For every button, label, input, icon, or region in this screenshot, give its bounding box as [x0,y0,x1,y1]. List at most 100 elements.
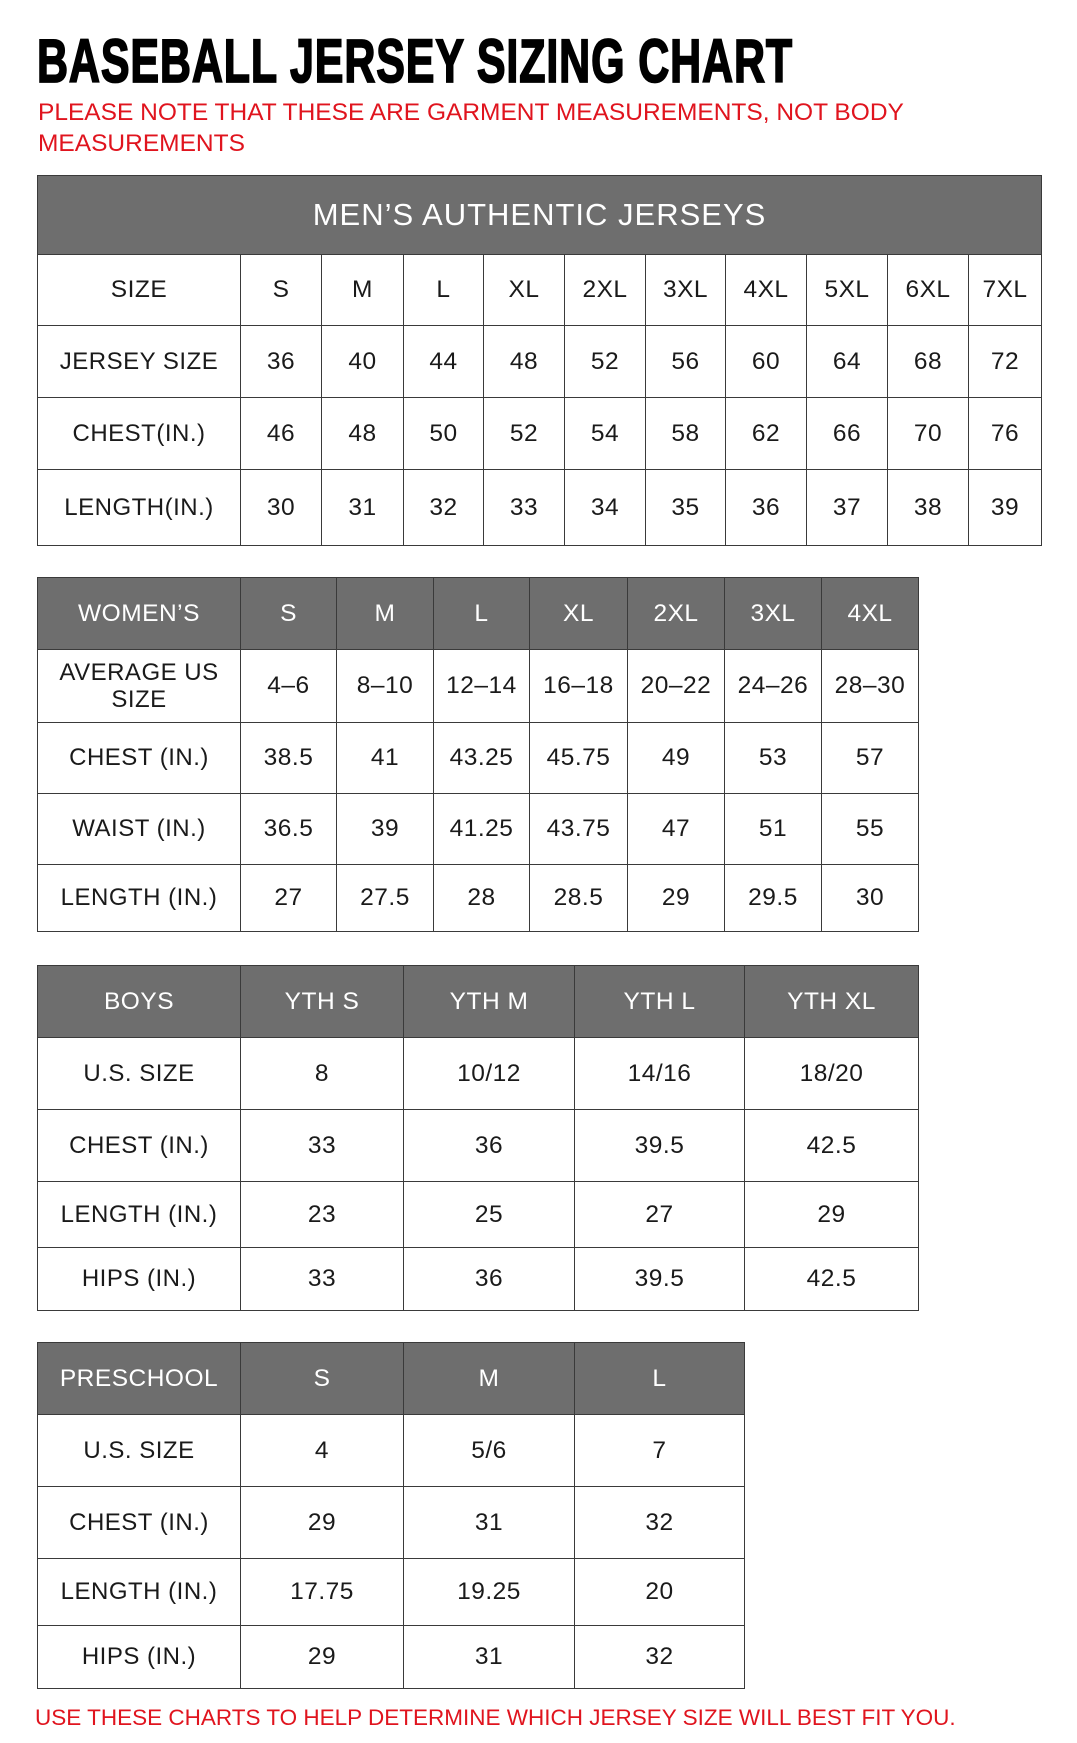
row-label: U.S. SIZE [37,1414,241,1487]
row-label: WAIST (IN.) [37,793,241,865]
table-row: CHEST (IN.) 38.5 41 43.25 45.75 49 53 57 [37,722,919,794]
table-row: CHEST(IN.) 46 48 50 52 54 58 62 66 70 76 [37,397,1043,470]
measurement-cell: 12–14 [433,649,530,723]
measurement-cell: 76 [967,397,1043,470]
size-header-cell: XL [529,577,628,650]
row-label: LENGTH (IN.) [37,1181,241,1248]
size-header-cell: YTH L [574,965,745,1038]
measurement-cell: 44 [403,325,484,398]
measurement-cell: 38.5 [240,722,337,794]
table-row: U.S. SIZE 4 5/6 7 [37,1414,745,1487]
row-label: LENGTH (IN.) [37,1558,241,1626]
measurement-cell: 41.25 [433,793,530,865]
measurement-cell: 18/20 [744,1037,919,1110]
table-row: LENGTH (IN.) 17.75 19.25 20 [37,1558,745,1626]
size-header-cell: L [433,577,530,650]
row-header-cell: PRESCHOOL [37,1342,241,1415]
measurement-cell: 27 [240,864,337,932]
table-row: CHEST (IN.) 29 31 32 [37,1486,745,1559]
measurement-cell: 47 [627,793,725,865]
table-row: HIPS (IN.) 29 31 32 [37,1625,745,1689]
garment-measurement-note: PLEASE NOTE THAT THESE ARE GARMENT MEASU… [38,99,904,157]
measurement-cell: 48 [483,325,565,398]
table-row: JERSEY SIZE 36 40 44 48 52 56 60 64 68 72 [37,325,1043,398]
measurement-cell: 39.5 [574,1109,745,1182]
measurement-cell: 33 [483,469,565,546]
measurement-cell: 25 [403,1181,575,1248]
measurement-cell: 45.75 [529,722,628,794]
measurement-cell: 70 [887,397,969,470]
measurement-cell: 39.5 [574,1247,745,1311]
footer-note: USE THESE CHARTS TO HELP DETERMINE WHICH… [35,1705,956,1730]
size-header-cell: 4XL [821,577,919,650]
measurement-cell: 66 [806,397,888,470]
measurement-cell: 27 [574,1181,745,1248]
measurement-cell: 64 [806,325,888,398]
measurement-cell: 28–30 [821,649,919,723]
size-header-cell: S [240,1342,404,1415]
measurement-cell: 42.5 [744,1109,919,1182]
measurement-cell: 17.75 [240,1558,404,1626]
size-header-cell: S [240,577,337,650]
header-row: WOMEN’S S M L XL 2XL 3XL 4XL [37,577,919,650]
measurement-cell: 8–10 [336,649,434,723]
table-banner: MEN’S AUTHENTIC JERSEYS [36,175,1043,255]
size-header-cell: S [240,254,322,326]
header-row: SIZE S M L XL 2XL 3XL 4XL 5XL 6XL 7XL [37,254,1043,326]
measurement-cell: 57 [821,722,919,794]
measurement-cell: 39 [967,469,1043,546]
table-row: LENGTH (IN.) 27 27.5 28 28.5 29 29.5 30 [37,864,919,932]
measurement-cell: 16–18 [529,649,628,723]
measurement-cell: 40 [321,325,404,398]
measurement-cell: 56 [645,325,726,398]
measurement-cell: 36 [725,469,807,546]
measurement-cell: 29 [627,864,725,932]
size-header-cell: 3XL [645,254,726,326]
preschool-table: PRESCHOOL S M L U.S. SIZE 4 5/6 7 CHEST (IN.) 29 3… [37,1342,745,1689]
row-label: CHEST (IN.) [37,722,241,794]
row-label: LENGTH(IN.) [37,469,241,546]
size-header-cell: L [574,1342,745,1415]
measurement-cell: 54 [564,397,646,470]
table-row: LENGTH(IN.) 30 31 32 33 34 35 36 37 38 39 [37,469,1043,546]
measurement-cell: 8 [240,1037,404,1110]
measurement-cell: 37 [806,469,888,546]
measurement-cell: 33 [240,1247,404,1311]
row-label: HIPS (IN.) [37,1625,241,1689]
size-header-cell: 2XL [627,577,725,650]
measurement-cell: 29 [744,1181,919,1248]
row-header-cell: SIZE [37,254,241,326]
measurement-cell: 42.5 [744,1247,919,1311]
header-row: PRESCHOOL S M L [37,1342,745,1415]
size-header-cell: L [403,254,484,326]
row-header-cell: WOMEN’S [37,577,241,650]
measurement-cell: 50 [403,397,484,470]
table-row: WAIST (IN.) 36.5 39 41.25 43.75 47 51 55 [37,793,919,865]
measurement-cell: 38 [887,469,969,546]
size-header-cell: YTH S [240,965,404,1038]
measurement-cell: 20–22 [627,649,725,723]
measurement-cell: 31 [403,1625,575,1689]
measurement-cell: 36.5 [240,793,337,865]
measurement-cell: 31 [321,469,404,546]
size-header-cell: YTH M [403,965,575,1038]
table-row: CHEST (IN.) 33 36 39.5 42.5 [37,1109,919,1182]
measurement-cell: 30 [821,864,919,932]
size-header-cell: 2XL [564,254,646,326]
measurement-cell: 28.5 [529,864,628,932]
measurement-cell: 29.5 [724,864,822,932]
measurement-cell: 46 [240,397,322,470]
measurement-cell: 14/16 [574,1037,745,1110]
measurement-cell: 5/6 [403,1414,575,1487]
measurement-cell: 28 [433,864,530,932]
size-header-cell: XL [483,254,565,326]
size-header-cell: 5XL [806,254,888,326]
measurement-cell: 19.25 [403,1558,575,1626]
measurement-cell: 35 [645,469,726,546]
measurement-cell: 4 [240,1414,404,1487]
measurement-cell: 49 [627,722,725,794]
womens-table: WOMEN’S S M L XL 2XL 3XL 4XL AVERAGE US SIZE 4–6 8… [37,577,919,932]
header-row: BOYS YTH S YTH M YTH L YTH XL [37,965,919,1038]
size-header-cell: M [336,577,434,650]
table-row: HIPS (IN.) 33 36 39.5 42.5 [37,1247,919,1311]
